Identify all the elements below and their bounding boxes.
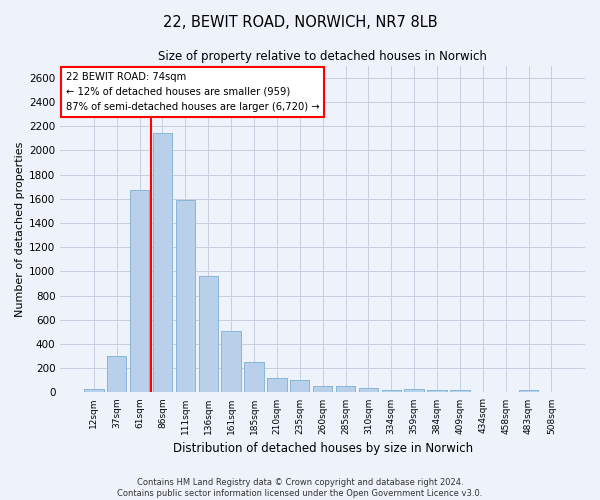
Y-axis label: Number of detached properties: Number of detached properties <box>15 142 25 316</box>
Bar <box>359 388 378 392</box>
Text: 22, BEWIT ROAD, NORWICH, NR7 8LB: 22, BEWIT ROAD, NORWICH, NR7 8LB <box>163 15 437 30</box>
Bar <box>84 390 104 392</box>
Bar <box>199 276 218 392</box>
Title: Size of property relative to detached houses in Norwich: Size of property relative to detached ho… <box>158 50 487 63</box>
Bar <box>450 390 470 392</box>
Text: Contains HM Land Registry data © Crown copyright and database right 2024.
Contai: Contains HM Land Registry data © Crown c… <box>118 478 482 498</box>
Bar <box>427 390 447 392</box>
Bar <box>244 362 264 392</box>
Bar <box>153 134 172 392</box>
Bar <box>313 386 332 392</box>
X-axis label: Distribution of detached houses by size in Norwich: Distribution of detached houses by size … <box>173 442 473 455</box>
Bar <box>519 390 538 392</box>
Bar <box>336 386 355 392</box>
Bar <box>107 356 127 393</box>
Bar <box>267 378 287 392</box>
Bar <box>130 190 149 392</box>
Bar <box>404 389 424 392</box>
Bar <box>382 390 401 392</box>
Bar <box>176 200 195 392</box>
Bar <box>221 332 241 392</box>
Text: 22 BEWIT ROAD: 74sqm
← 12% of detached houses are smaller (959)
87% of semi-deta: 22 BEWIT ROAD: 74sqm ← 12% of detached h… <box>65 72 319 112</box>
Bar <box>290 380 310 392</box>
